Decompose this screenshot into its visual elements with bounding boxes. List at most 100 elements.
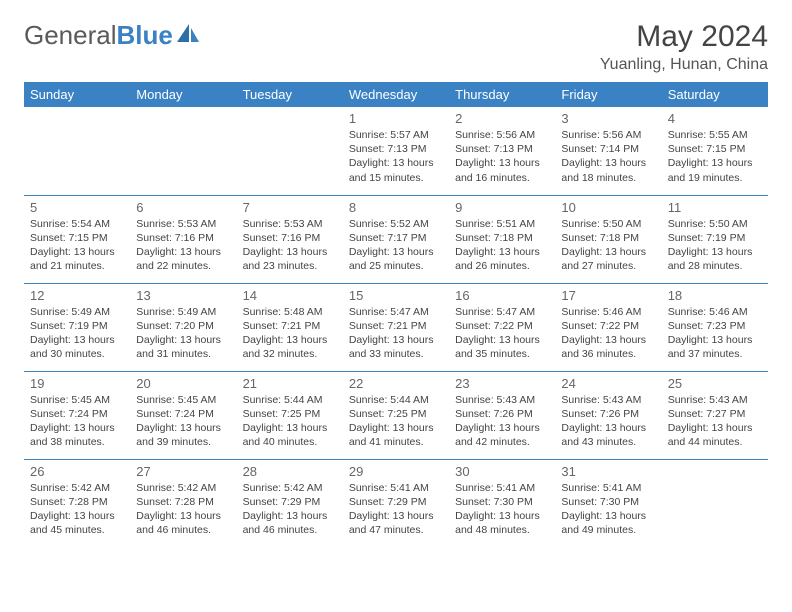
logo: GeneralBlue <box>24 20 201 51</box>
calendar-cell: 13Sunrise: 5:49 AMSunset: 7:20 PMDayligh… <box>130 283 236 371</box>
sail-icon <box>175 22 201 49</box>
header: GeneralBlue May 2024 Yuanling, Hunan, Ch… <box>24 20 768 74</box>
calendar-cell: 3 Sunrise: 5:56 AMSunset: 7:14 PMDaylight… <box>555 107 661 195</box>
day-info: Sunrise: 5:45 AMSunset: 7:24 PMDaylight:… <box>30 393 124 450</box>
day-number: 5 <box>30 200 124 215</box>
location-label: Yuanling, Hunan, China <box>600 56 768 74</box>
day-number: 4 <box>668 111 762 126</box>
calendar-cell: 19 Sunrise: 5:45 AMSunset: 7:24 PMDayligh… <box>24 371 130 459</box>
day-info: Sunrise: 5:47 AMSunset: 7:21 PMDaylight:… <box>349 305 443 362</box>
calendar-cell: 25 Sunrise: 5:43 AMSunset: 7:27 PMDayligh… <box>662 371 768 459</box>
calendar-row: 19 Sunrise: 5:45 AMSunset: 7:24 PMDayligh… <box>24 371 768 459</box>
calendar-cell: 7 Sunrise: 5:53 AMSunset: 7:16 PMDaylight… <box>237 195 343 283</box>
day-number: 23 <box>455 376 549 391</box>
weekday-header: Friday <box>555 82 661 107</box>
day-info: Sunrise: 5:52 AMSunset: 7:17 PMDaylight:… <box>349 217 443 274</box>
calendar-cell: 31Sunrise: 5:41 AMSunset: 7:30 PMDayligh… <box>555 459 661 547</box>
day-number: 27 <box>136 464 230 479</box>
day-number: 25 <box>668 376 762 391</box>
day-number: 1 <box>349 111 443 126</box>
day-info: Sunrise: 5:51 AMSunset: 7:18 PMDaylight:… <box>455 217 549 274</box>
calendar-cell: 14 Sunrise: 5:48 AMSunset: 7:21 PMDayligh… <box>237 283 343 371</box>
day-number: 12 <box>30 288 124 303</box>
day-number: 2 <box>455 111 549 126</box>
day-info: Sunrise: 5:46 AMSunset: 7:23 PMDaylight:… <box>668 305 762 362</box>
day-number: 30 <box>455 464 549 479</box>
day-number: 14 <box>243 288 337 303</box>
day-info: Sunrise: 5:43 AMSunset: 7:26 PMDaylight:… <box>455 393 549 450</box>
day-info: Sunrise: 5:50 AMSunset: 7:19 PMDaylight:… <box>668 217 762 274</box>
calendar-cell: 23 Sunrise: 5:43 AMSunset: 7:26 PMDayligh… <box>449 371 555 459</box>
title-block: May 2024 Yuanling, Hunan, China <box>600 20 768 74</box>
day-number: 22 <box>349 376 443 391</box>
logo-text: GeneralBlue <box>24 20 173 51</box>
day-number: 15 <box>349 288 443 303</box>
day-info: Sunrise: 5:57 AMSunset: 7:13 PMDaylight:… <box>349 128 443 185</box>
page-title: May 2024 <box>600 20 768 54</box>
calendar-cell: 9 Sunrise: 5:51 AMSunset: 7:18 PMDaylight… <box>449 195 555 283</box>
day-info: Sunrise: 5:49 AMSunset: 7:19 PMDaylight:… <box>30 305 124 362</box>
day-number: 11 <box>668 200 762 215</box>
weekday-header: Sunday <box>24 82 130 107</box>
calendar-cell: 10 Sunrise: 5:50 AMSunset: 7:18 PMDayligh… <box>555 195 661 283</box>
calendar-cell: 24 Sunrise: 5:43 AMSunset: 7:26 PMDayligh… <box>555 371 661 459</box>
calendar-cell: 8 Sunrise: 5:52 AMSunset: 7:17 PMDaylight… <box>343 195 449 283</box>
calendar-cell: 5 Sunrise: 5:54 AMSunset: 7:15 PMDaylight… <box>24 195 130 283</box>
calendar-cell: 21Sunrise: 5:44 AMSunset: 7:25 PMDayligh… <box>237 371 343 459</box>
day-info: Sunrise: 5:54 AMSunset: 7:15 PMDaylight:… <box>30 217 124 274</box>
day-number: 3 <box>561 111 655 126</box>
calendar-cell-empty <box>237 107 343 195</box>
day-number: 29 <box>349 464 443 479</box>
day-number: 20 <box>136 376 230 391</box>
calendar-row: 12 Sunrise: 5:49 AMSunset: 7:19 PMDayligh… <box>24 283 768 371</box>
day-info: Sunrise: 5:43 AMSunset: 7:26 PMDaylight:… <box>561 393 655 450</box>
calendar-cell-empty <box>130 107 236 195</box>
day-info: Sunrise: 5:41 AMSunset: 7:29 PMDaylight:… <box>349 481 443 538</box>
day-number: 9 <box>455 200 549 215</box>
calendar-cell: 22 Sunrise: 5:44 AMSunset: 7:25 PMDayligh… <box>343 371 449 459</box>
day-info: Sunrise: 5:49 AMSunset: 7:20 PMDaylight:… <box>136 305 230 362</box>
weekday-header-row: SundayMondayTuesdayWednesdayThursdayFrid… <box>24 82 768 107</box>
calendar-cell: 2Sunrise: 5:56 AMSunset: 7:13 PMDaylight… <box>449 107 555 195</box>
weekday-header: Tuesday <box>237 82 343 107</box>
weekday-header: Thursday <box>449 82 555 107</box>
calendar-cell: 17Sunrise: 5:46 AMSunset: 7:22 PMDayligh… <box>555 283 661 371</box>
calendar-cell: 16Sunrise: 5:47 AMSunset: 7:22 PMDayligh… <box>449 283 555 371</box>
calendar-cell-empty <box>662 459 768 547</box>
weekday-header: Wednesday <box>343 82 449 107</box>
day-info: Sunrise: 5:41 AMSunset: 7:30 PMDaylight:… <box>455 481 549 538</box>
calendar-row: 1 Sunrise: 5:57 AMSunset: 7:13 PMDaylight… <box>24 107 768 195</box>
day-info: Sunrise: 5:42 AMSunset: 7:29 PMDaylight:… <box>243 481 337 538</box>
calendar-cell: 12 Sunrise: 5:49 AMSunset: 7:19 PMDayligh… <box>24 283 130 371</box>
day-info: Sunrise: 5:53 AMSunset: 7:16 PMDaylight:… <box>136 217 230 274</box>
day-info: Sunrise: 5:55 AMSunset: 7:15 PMDaylight:… <box>668 128 762 185</box>
day-info: Sunrise: 5:43 AMSunset: 7:27 PMDaylight:… <box>668 393 762 450</box>
calendar-row: 5 Sunrise: 5:54 AMSunset: 7:15 PMDaylight… <box>24 195 768 283</box>
day-number: 16 <box>455 288 549 303</box>
calendar-cell: 28 Sunrise: 5:42 AMSunset: 7:29 PMDayligh… <box>237 459 343 547</box>
logo-word-b: Blue <box>117 20 173 50</box>
day-info: Sunrise: 5:41 AMSunset: 7:30 PMDaylight:… <box>561 481 655 538</box>
day-number: 26 <box>30 464 124 479</box>
day-number: 8 <box>349 200 443 215</box>
day-info: Sunrise: 5:45 AMSunset: 7:24 PMDaylight:… <box>136 393 230 450</box>
day-info: Sunrise: 5:44 AMSunset: 7:25 PMDaylight:… <box>349 393 443 450</box>
day-number: 6 <box>136 200 230 215</box>
day-number: 7 <box>243 200 337 215</box>
calendar-cell: 15 Sunrise: 5:47 AMSunset: 7:21 PMDayligh… <box>343 283 449 371</box>
calendar-cell: 4 Sunrise: 5:55 AMSunset: 7:15 PMDaylight… <box>662 107 768 195</box>
day-info: Sunrise: 5:48 AMSunset: 7:21 PMDaylight:… <box>243 305 337 362</box>
day-info: Sunrise: 5:53 AMSunset: 7:16 PMDaylight:… <box>243 217 337 274</box>
day-number: 21 <box>243 376 337 391</box>
day-number: 18 <box>668 288 762 303</box>
day-number: 10 <box>561 200 655 215</box>
logo-word-a: General <box>24 20 117 50</box>
calendar-cell: 1 Sunrise: 5:57 AMSunset: 7:13 PMDaylight… <box>343 107 449 195</box>
day-info: Sunrise: 5:56 AMSunset: 7:14 PMDaylight:… <box>561 128 655 185</box>
day-number: 28 <box>243 464 337 479</box>
day-number: 19 <box>30 376 124 391</box>
calendar-cell-empty <box>24 107 130 195</box>
day-info: Sunrise: 5:50 AMSunset: 7:18 PMDaylight:… <box>561 217 655 274</box>
day-number: 24 <box>561 376 655 391</box>
calendar-row: 26Sunrise: 5:42 AMSunset: 7:28 PMDayligh… <box>24 459 768 547</box>
